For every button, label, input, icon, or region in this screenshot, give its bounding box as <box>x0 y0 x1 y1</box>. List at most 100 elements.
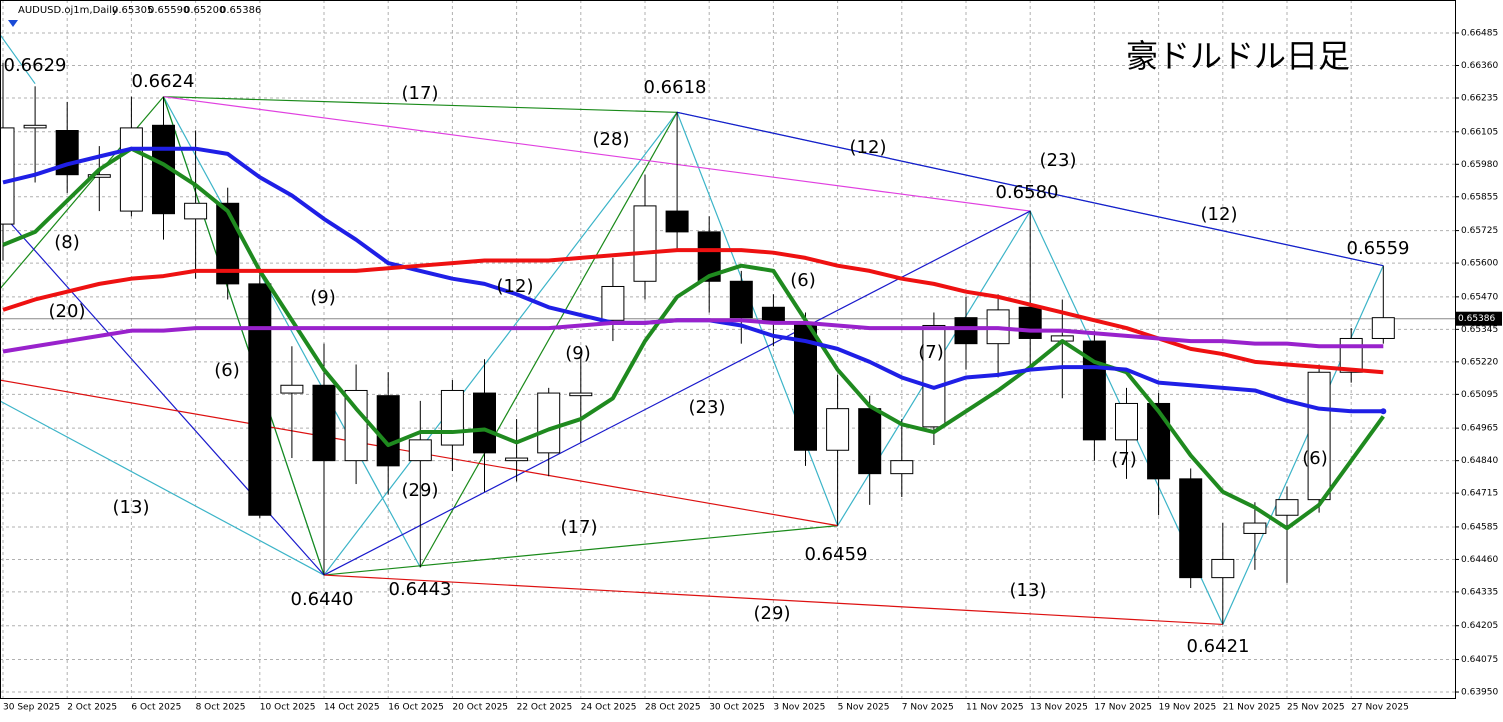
x-tick-label: 5 Nov 2025 <box>838 703 890 713</box>
trend-line <box>162 96 325 576</box>
y-tick-label: 0.65345 <box>1461 325 1498 335</box>
last-price-label: 0.65386 <box>1458 314 1495 324</box>
y-tick-label: 0.64335 <box>1461 587 1498 597</box>
x-tick-label: 20 Oct 2025 <box>452 703 508 713</box>
y-tick-label: 0.65855 <box>1461 192 1498 202</box>
x-tick-label: 8 Oct 2025 <box>196 703 246 713</box>
moving-averages <box>2 146 1387 531</box>
y-tick-label: 0.64840 <box>1461 456 1498 466</box>
ohlc-close: 0.65386 <box>220 5 261 16</box>
x-tick-label: 17 Nov 2025 <box>1094 703 1152 713</box>
y-tick-label: 0.64460 <box>1461 555 1498 565</box>
x-tick-label: 16 Oct 2025 <box>388 703 444 713</box>
count-label: (6) <box>1302 448 1328 469</box>
candle-body <box>505 457 529 462</box>
chart-title: 豪ドルドル日足 <box>1126 37 1350 75</box>
candle-body <box>23 124 47 129</box>
last-price-box <box>1455 311 1502 326</box>
candle-body <box>473 392 496 454</box>
plot-frame <box>0 0 1456 699</box>
candle-body <box>1243 522 1267 534</box>
candle-body <box>0 127 15 225</box>
y-tick-label: 0.65220 <box>1461 357 1498 367</box>
candle-body <box>248 283 272 516</box>
y-tick-label: 0.65980 <box>1461 160 1498 170</box>
trend-line <box>0 33 36 85</box>
candle-body <box>1179 478 1203 579</box>
y-tick-label: 0.66235 <box>1461 94 1498 104</box>
x-tick-label: 19 Nov 2025 <box>1159 703 1217 713</box>
candle-body <box>665 210 689 233</box>
x-tick-label: 10 Oct 2025 <box>260 703 316 713</box>
candle-body <box>697 231 721 282</box>
trend-line <box>0 400 325 576</box>
candle-body <box>601 285 625 321</box>
ohlc-low: 0.65200 <box>184 5 225 16</box>
candle-body <box>280 384 304 394</box>
price-label: 0.6443 <box>389 579 452 600</box>
candle-body <box>858 408 882 475</box>
y-tick-label: 0.64075 <box>1461 655 1498 665</box>
trend-line <box>676 111 1384 267</box>
y-tick-label: 0.64205 <box>1461 621 1498 631</box>
count-label: (6) <box>790 270 816 291</box>
x-tick-label: 3 Nov 2025 <box>773 703 825 713</box>
trend-line <box>323 574 1223 626</box>
candle-body <box>1115 402 1138 441</box>
x-tick-label: 28 Oct 2025 <box>645 703 701 713</box>
moving-average <box>2 318 1384 354</box>
candle-body <box>440 389 464 446</box>
x-tick-label: 30 Sep 2025 <box>3 703 60 713</box>
y-tick-label: 0.64715 <box>1461 489 1498 499</box>
price-label: 0.6440 <box>291 589 354 610</box>
price-label: 0.6421 <box>1187 636 1250 657</box>
x-tick-label: 30 Oct 2025 <box>709 703 765 713</box>
x-tick-label: 2 Oct 2025 <box>67 703 117 713</box>
count-label: (7) <box>1111 449 1137 470</box>
count-label: (17) <box>561 517 598 538</box>
candle-body <box>1307 371 1331 501</box>
candle-body <box>1211 558 1235 579</box>
y-tick-label: 0.65600 <box>1461 259 1498 269</box>
candle-body <box>87 174 111 178</box>
trend-line <box>419 112 678 568</box>
candle-body <box>537 392 561 454</box>
count-label: (17) <box>402 83 439 104</box>
price-label: 0.6580 <box>996 182 1059 203</box>
count-label: (29) <box>402 480 439 501</box>
count-label: (12) <box>1201 204 1238 225</box>
x-tick-label: 27 Nov 2025 <box>1351 703 1409 713</box>
y-tick-label: 0.64965 <box>1461 424 1498 434</box>
candle-body <box>1275 499 1299 516</box>
count-label: (9) <box>310 287 336 308</box>
price-label: 0.6624 <box>132 71 195 92</box>
candle-body <box>376 395 400 467</box>
count-label: (13) <box>1010 580 1047 601</box>
price-label: 0.6459 <box>805 544 868 565</box>
y-tick-label: 0.65470 <box>1461 292 1498 302</box>
trend-line <box>323 525 838 576</box>
count-label: (6) <box>214 360 240 381</box>
count-label: (20) <box>49 301 86 322</box>
y-tick-label: 0.64585 <box>1461 522 1498 532</box>
count-label: (23) <box>689 397 726 418</box>
candle-body <box>1371 317 1395 339</box>
x-tick-label: 21 Nov 2025 <box>1223 703 1281 713</box>
y-tick-label: 0.66485 <box>1461 29 1498 39</box>
price-label: 0.6618 <box>644 77 707 98</box>
candle-body <box>890 460 914 475</box>
count-label: (23) <box>1040 150 1077 171</box>
count-label: (28) <box>593 129 630 150</box>
candle-body <box>954 317 978 345</box>
candle-body <box>119 127 143 212</box>
count-label: (7) <box>918 342 944 363</box>
symbol: AUDUSD.oj1m,Daily <box>18 5 118 16</box>
x-tick-label: 22 Oct 2025 <box>517 703 573 713</box>
candle-body <box>184 202 208 220</box>
y-tick-label: 0.66360 <box>1461 61 1498 71</box>
candle-body <box>922 324 946 428</box>
candle-body <box>633 205 657 282</box>
trend-line <box>163 96 678 113</box>
